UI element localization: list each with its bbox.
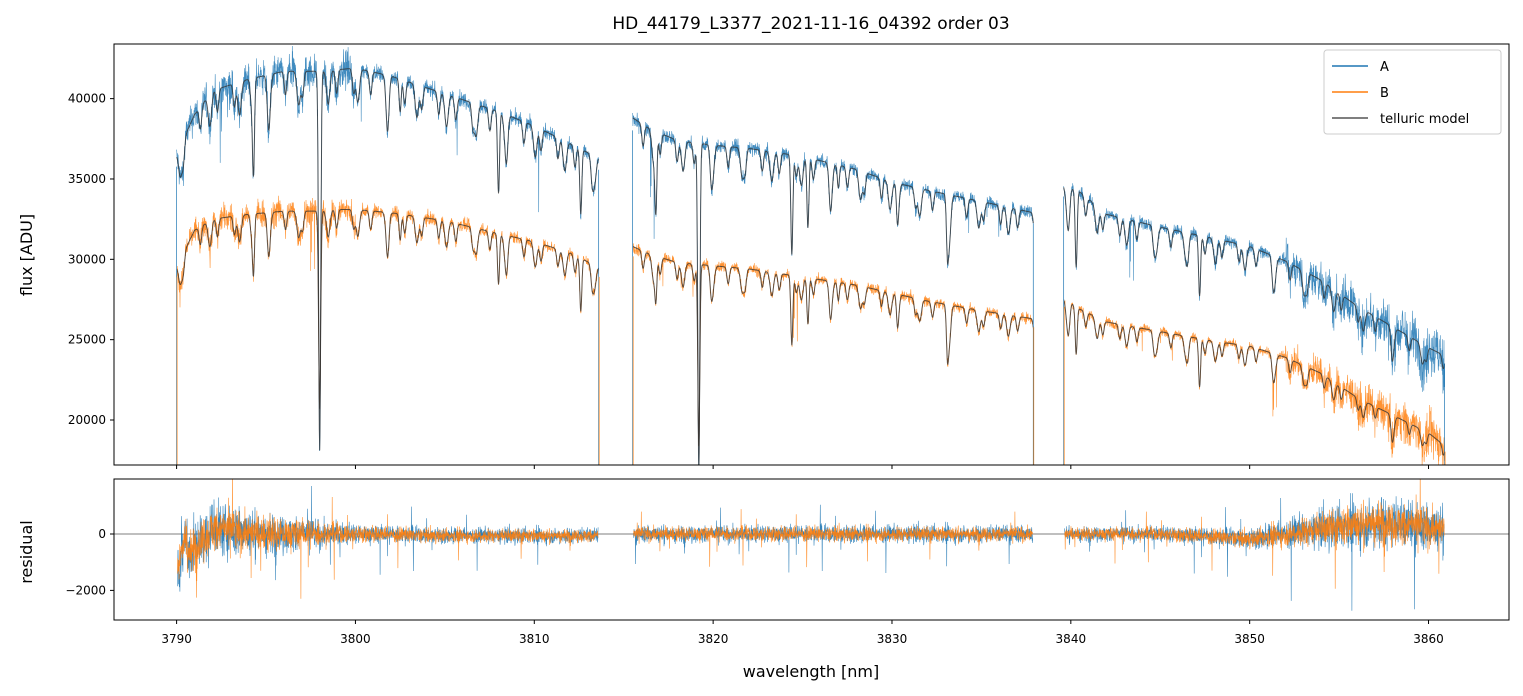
- bottom-plot-frame: [113, 478, 1510, 621]
- bottom-series-group: [114, 479, 1509, 611]
- legend-box: [1323, 49, 1502, 135]
- bottom-x-tick-label: 3800: [340, 632, 371, 646]
- legend: A B telluric model: [1323, 49, 1502, 135]
- bottom-x-tick-label: 3820: [698, 632, 729, 646]
- bottom-panel: −20000 3790 3800 3810 3820 3830 3840 3850 3860 …: [17, 478, 1510, 681]
- top-y-ticks: 20000 25000 30000 35000 40000: [68, 92, 114, 427]
- top-x-ticks: [176, 465, 1430, 469]
- legend-label-a: A: [1380, 60, 1389, 75]
- bottom-plot-area: [114, 479, 1509, 620]
- top-y-axis-label: flux [ADU]: [17, 214, 36, 296]
- residual-b-line: [177, 479, 1445, 599]
- bottom-x-tick-label: 3830: [877, 632, 908, 646]
- top-y-tick-label: 20000: [68, 413, 106, 427]
- top-y-tick-label: 25000: [68, 333, 106, 347]
- bottom-x-tick-label: 3810: [519, 632, 550, 646]
- top-y-tick-label: 40000: [68, 92, 106, 106]
- bottom-x-tick-label: 3860: [1413, 632, 1444, 646]
- top-series-group: [176, 45, 1446, 465]
- chart-title: HD_44179_L3377_2021-11-16_04392 order 03: [612, 14, 1009, 34]
- bottom-x-tick-label: 3840: [1056, 632, 1087, 646]
- bottom-x-tick-label: 3850: [1234, 632, 1265, 646]
- bottom-y-tick-label: 0: [98, 527, 106, 541]
- telluric-model-b-line: [176, 209, 1446, 456]
- bottom-y-tick-label: −2000: [65, 583, 106, 597]
- top-plot-area: [114, 44, 1509, 465]
- top-plot-frame: [113, 43, 1510, 466]
- legend-label-telluric: telluric model: [1380, 112, 1469, 127]
- bottom-y-ticks: −2000 0: [65, 527, 114, 597]
- top-y-tick-label: 35000: [68, 172, 106, 186]
- bottom-y-axis-label: residual: [17, 520, 36, 583]
- x-axis-label: wavelength [nm]: [743, 662, 880, 681]
- bottom-x-ticks: 3790 3800 3810 3820 3830 3840 3850 3860: [161, 620, 1444, 646]
- top-y-tick-label: 30000: [68, 252, 106, 266]
- legend-label-b: B: [1380, 86, 1389, 101]
- top-panel: HD_44179_L3377_2021-11-16_04392 order 03…: [17, 14, 1510, 469]
- bottom-x-tick-label: 3790: [161, 632, 192, 646]
